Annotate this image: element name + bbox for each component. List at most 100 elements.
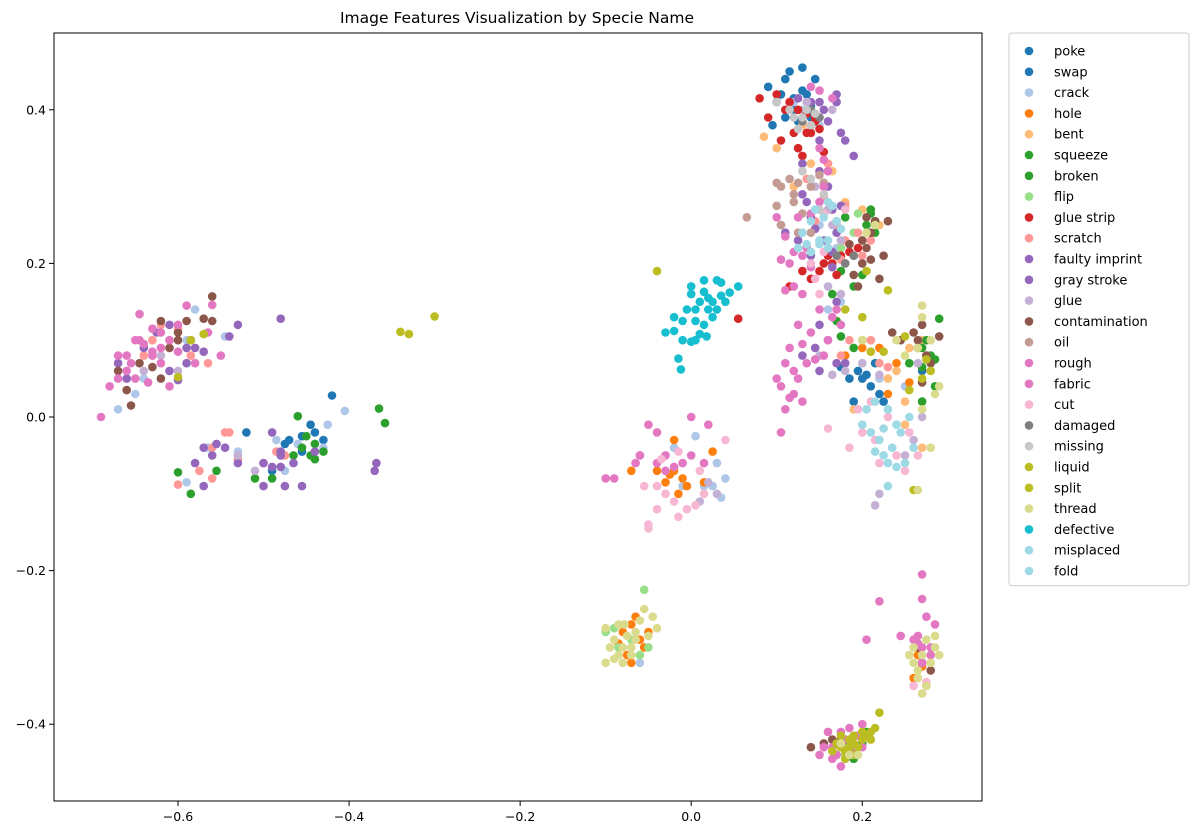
legend-marker-glue-strip [1024,213,1034,222]
legend-label-missing: missing [1054,440,1104,455]
series-oil [742,166,833,237]
x-axis: −0.6 −0.4 −0.2 0.0 0.2 [163,801,872,824]
point-liquid-13 [922,355,931,364]
legend-label-bent: bent [1054,128,1084,143]
point-squeeze-21 [319,447,328,456]
point-flip-7 [639,585,649,595]
point-scratch-22 [139,351,149,360]
point-liquid-27 [828,746,837,756]
point-glue-21 [156,351,166,360]
point-rough-55 [609,474,619,483]
point-broken-14 [302,431,311,441]
legend-marker-contamination [1024,317,1034,326]
point-glue-strip-0 [755,94,764,103]
point-hole-6 [682,481,692,491]
point-glue-5 [836,236,846,245]
point-cut-32 [721,435,730,445]
point-rough-28 [798,397,807,406]
point-glue-strip-28 [832,270,841,280]
x-tick-label: 0.0 [681,809,701,824]
point-hole-27 [892,358,901,368]
point-misplaced-18 [900,458,910,468]
legend-label-squeeze: squeeze [1054,149,1108,164]
point-thread-48 [845,750,854,760]
point-poke-8 [781,113,790,122]
point-poke-3 [798,63,807,72]
point-faulty-imprint-36 [276,314,286,324]
point-defective-29 [691,316,700,326]
point-faulty-imprint-39 [212,439,221,449]
point-bent-1 [772,143,781,153]
series-swap [284,86,927,456]
point-faulty-imprint-35 [225,332,234,341]
point-faulty-imprint-29 [182,343,191,353]
legend-marker-glue [1024,296,1034,305]
point-poke-4 [810,74,820,84]
point-thread-24 [639,604,649,614]
point-fabric-26 [652,428,662,437]
point-misplaced-26 [905,412,914,422]
point-squeeze-18 [297,443,307,453]
legend-label-fabric: fabric [1054,377,1091,392]
point-scratch-11 [845,335,854,345]
point-faulty-imprint-17 [828,262,837,272]
point-liquid-8 [858,312,867,322]
point-cut-8 [845,443,854,453]
point-cut-25 [682,504,692,514]
point-rough-44 [190,358,200,368]
point-rough-57 [686,412,696,422]
point-faulty-imprint-24 [798,351,807,360]
legend-marker-swap [1024,67,1034,77]
point-contamination-7 [875,274,884,284]
point-crack-15 [190,305,200,314]
point-oil-3 [785,174,794,184]
series-fold [806,236,901,453]
point-rough-75 [815,750,824,760]
point-bent-13 [892,366,901,376]
point-faulty-imprint-10 [802,197,811,207]
point-contamination-9 [866,255,876,264]
point-liquid-4 [396,327,405,337]
legend-marker-fold [1024,566,1034,576]
point-crack-12 [131,389,140,399]
point-contamination-33 [207,292,217,301]
point-scratch-32 [220,428,230,437]
point-oil-13 [776,220,786,230]
point-thread-30 [609,654,619,664]
point-flip-9 [644,643,653,652]
point-oil-7 [815,170,824,180]
y-tick-label: −0.2 [16,563,46,578]
point-fabric-18 [126,358,136,368]
point-faulty-imprint-41 [259,458,268,468]
point-rough-7 [815,197,824,207]
point-faulty-imprint-54 [276,451,286,460]
point-gray-stroke-1 [815,97,824,107]
series-poke [242,63,884,476]
point-glue-strip-4 [763,113,773,122]
legend-label-thread: thread [1054,502,1097,517]
point-rough-69 [913,631,923,641]
point-liquid-6 [430,312,439,321]
point-glue-strip-18 [815,266,824,276]
point-swap-2 [798,86,807,95]
legend-marker-defective [1024,525,1034,534]
y-tick-label: 0.0 [26,410,46,425]
point-faulty-imprint-23 [832,358,841,368]
point-scratch-24 [195,466,204,476]
point-cut-2 [840,205,850,214]
series-liquid [173,266,935,764]
point-scratch-12 [866,335,876,345]
point-contamination-32 [199,314,208,324]
point-rough-67 [922,612,931,621]
legend-marker-cut [1024,400,1034,409]
point-defective-27 [708,312,717,322]
point-crack-11 [113,405,123,414]
point-cut-16 [913,451,923,460]
legend-marker-faulty-imprint [1024,254,1034,264]
point-rough-70 [896,631,905,641]
legend-label-gray-stroke: gray stroke [1054,273,1127,288]
point-squeeze-6 [840,213,850,222]
point-rough-3 [815,143,824,153]
point-misplaced-12 [858,420,867,430]
